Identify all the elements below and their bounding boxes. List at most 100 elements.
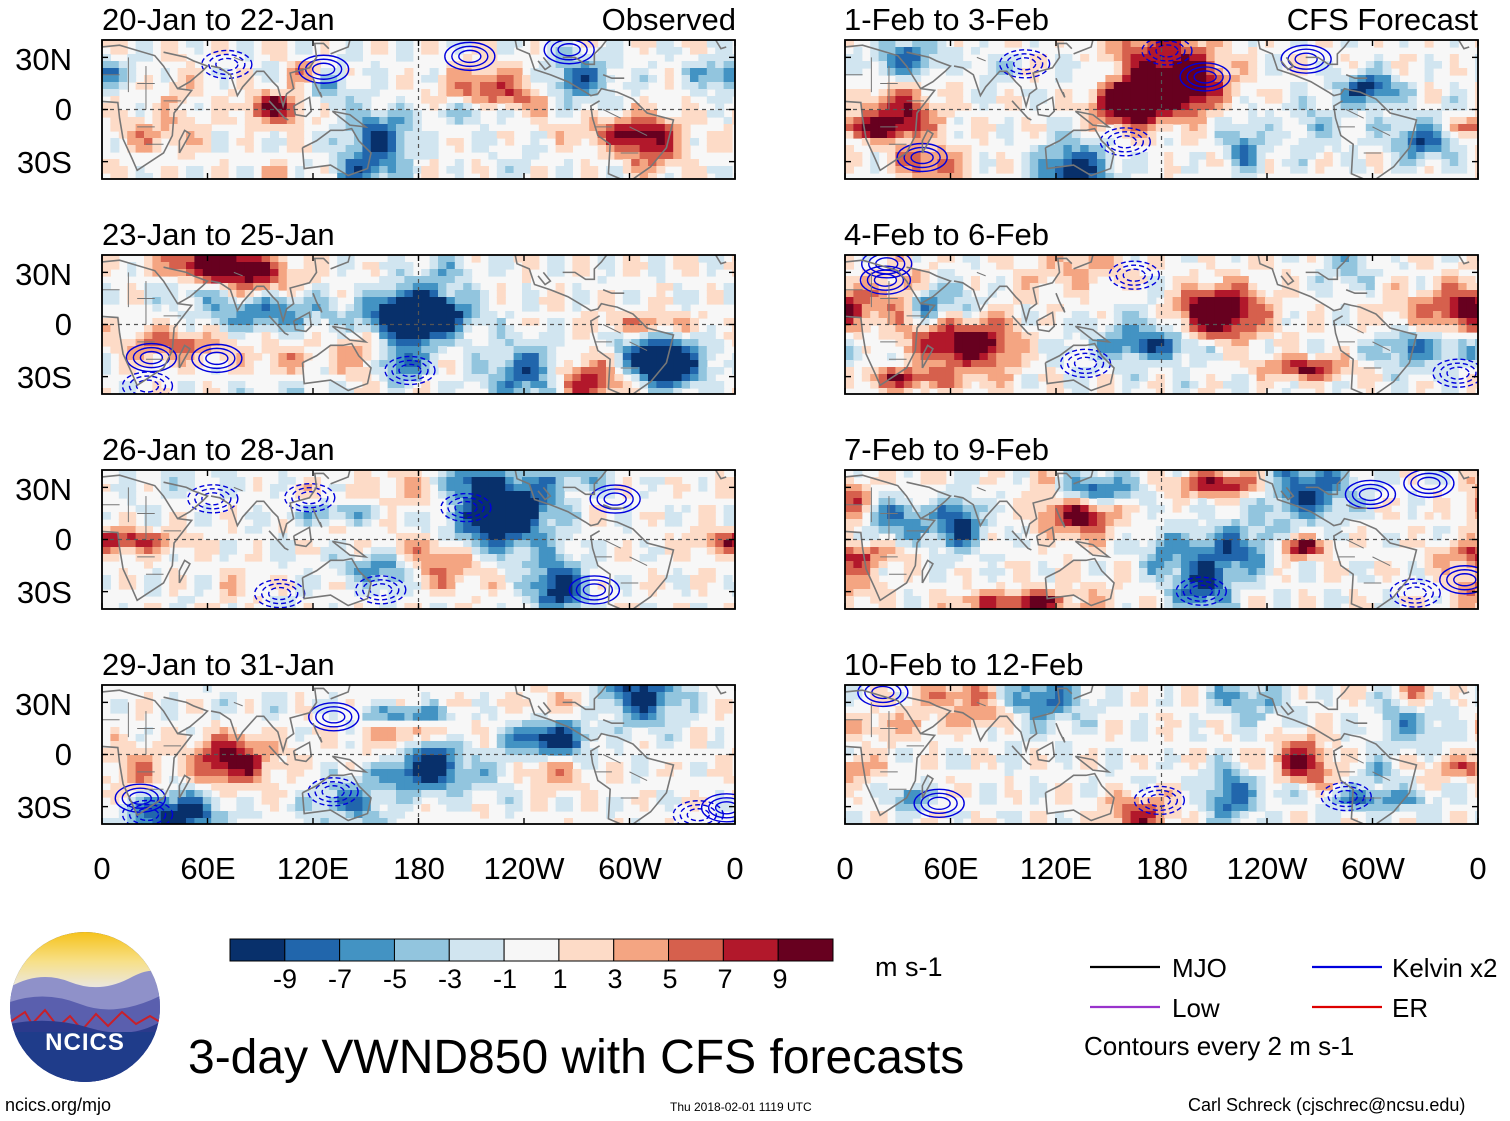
anomaly-cell bbox=[152, 332, 162, 340]
anomaly-cell bbox=[715, 713, 725, 721]
kelvin-contour bbox=[114, 783, 166, 813]
anomaly-cell bbox=[127, 498, 137, 506]
anomaly-cell bbox=[177, 89, 187, 97]
anomaly-cell bbox=[631, 138, 641, 146]
anomaly-cell bbox=[505, 332, 515, 340]
anomaly-cell bbox=[513, 381, 523, 389]
anomaly-cell bbox=[1181, 131, 1190, 139]
anomaly-cell bbox=[102, 82, 111, 90]
anomaly-cell bbox=[236, 388, 246, 394]
anomaly-cell bbox=[580, 804, 590, 812]
anomaly-cell bbox=[1466, 131, 1476, 139]
anomaly-cell bbox=[127, 776, 137, 784]
anomaly-cell bbox=[186, 124, 195, 132]
anomaly-cell bbox=[312, 519, 321, 527]
anomaly-cell bbox=[513, 255, 523, 263]
anomaly-cell bbox=[118, 110, 128, 118]
anomaly-cell bbox=[118, 568, 128, 576]
anomaly-cell bbox=[1475, 131, 1478, 139]
anomaly-cell bbox=[480, 706, 489, 714]
anomaly-cell bbox=[219, 262, 229, 270]
anomaly-cell bbox=[278, 276, 288, 284]
anomaly-cell bbox=[219, 117, 229, 125]
map-panel-5 bbox=[844, 39, 1479, 180]
anomaly-cell bbox=[370, 797, 380, 805]
anomaly-cell bbox=[421, 75, 431, 83]
anomaly-cell bbox=[429, 297, 439, 305]
anomaly-cell bbox=[656, 276, 666, 284]
anomaly-cell bbox=[354, 811, 363, 819]
anomaly-cell bbox=[286, 110, 296, 118]
anomaly-cell bbox=[538, 477, 548, 485]
anomaly-cell bbox=[270, 582, 279, 590]
anomaly-cell bbox=[564, 82, 573, 90]
anomaly-cell bbox=[522, 297, 531, 305]
anomaly-cell bbox=[690, 692, 699, 700]
anomaly-cell bbox=[698, 47, 708, 55]
anomaly-cell bbox=[211, 804, 221, 812]
anomaly-cell bbox=[1113, 61, 1123, 69]
anomaly-cell bbox=[144, 138, 153, 146]
anomaly-cell bbox=[253, 783, 263, 791]
anomaly-cell bbox=[253, 110, 263, 118]
anomaly-cell bbox=[244, 47, 254, 55]
anomaly-cell bbox=[228, 512, 237, 520]
anomaly-cell bbox=[261, 797, 271, 805]
anomaly-cell bbox=[513, 512, 523, 520]
anomaly-cell bbox=[454, 82, 464, 90]
anomaly-cell bbox=[370, 575, 380, 583]
anomaly-cell bbox=[622, 82, 632, 90]
anomaly-cell bbox=[589, 374, 599, 382]
anomaly-cell bbox=[1265, 40, 1274, 48]
anomaly-cell bbox=[118, 82, 128, 90]
anomaly-cell bbox=[387, 255, 397, 263]
anomaly-cell bbox=[312, 339, 321, 347]
anomaly-cell bbox=[396, 269, 405, 277]
anomaly-cell bbox=[337, 346, 347, 354]
anomaly-cell bbox=[211, 339, 221, 347]
anomaly-cell bbox=[463, 790, 473, 798]
anomaly-cell bbox=[656, 152, 666, 160]
anomaly-cell bbox=[312, 575, 321, 583]
anomaly-cell bbox=[580, 269, 590, 277]
anomaly-cell bbox=[732, 110, 735, 118]
anomaly-cell bbox=[480, 769, 489, 777]
anomaly-cell bbox=[530, 589, 540, 597]
anomaly-cell bbox=[320, 734, 330, 742]
anomaly-cell bbox=[496, 283, 506, 291]
anomaly-cell bbox=[261, 762, 271, 770]
anomaly-cell bbox=[522, 568, 531, 576]
anomaly-cell bbox=[887, 103, 896, 111]
anomaly-cell bbox=[870, 145, 880, 153]
anomaly-cell bbox=[496, 68, 506, 76]
anomaly-cell bbox=[102, 360, 111, 368]
anomaly-cell bbox=[1046, 145, 1056, 153]
anomaly-cell bbox=[555, 103, 565, 111]
anomaly-cell bbox=[488, 540, 498, 548]
anomaly-cell bbox=[110, 173, 120, 179]
anomaly-cell bbox=[572, 82, 582, 90]
anomaly-cell bbox=[937, 138, 947, 146]
anomaly-cell bbox=[194, 339, 204, 347]
anomaly-cell bbox=[211, 727, 221, 735]
kelvin-contour bbox=[201, 49, 253, 80]
anomaly-cell bbox=[370, 790, 380, 798]
coastline bbox=[210, 472, 330, 539]
anomaly-cell bbox=[303, 804, 313, 812]
anomaly-cell bbox=[954, 103, 964, 111]
anomaly-cell bbox=[160, 706, 170, 714]
anomaly-cell bbox=[429, 152, 439, 160]
anomaly-cell bbox=[412, 491, 422, 499]
anomaly-cell bbox=[211, 96, 221, 104]
anomaly-cell bbox=[312, 117, 321, 125]
anomaly-cell bbox=[228, 699, 237, 707]
anomaly-cell bbox=[270, 603, 279, 609]
anomaly-cell bbox=[513, 61, 523, 69]
anomaly-cell bbox=[194, 360, 204, 368]
anomaly-cell bbox=[471, 89, 481, 97]
anomaly-cell bbox=[589, 540, 599, 548]
anomaly-cell bbox=[606, 720, 615, 728]
anomaly-cell bbox=[421, 561, 431, 569]
anomaly-cell bbox=[631, 325, 641, 333]
anomaly-cell bbox=[547, 519, 557, 527]
